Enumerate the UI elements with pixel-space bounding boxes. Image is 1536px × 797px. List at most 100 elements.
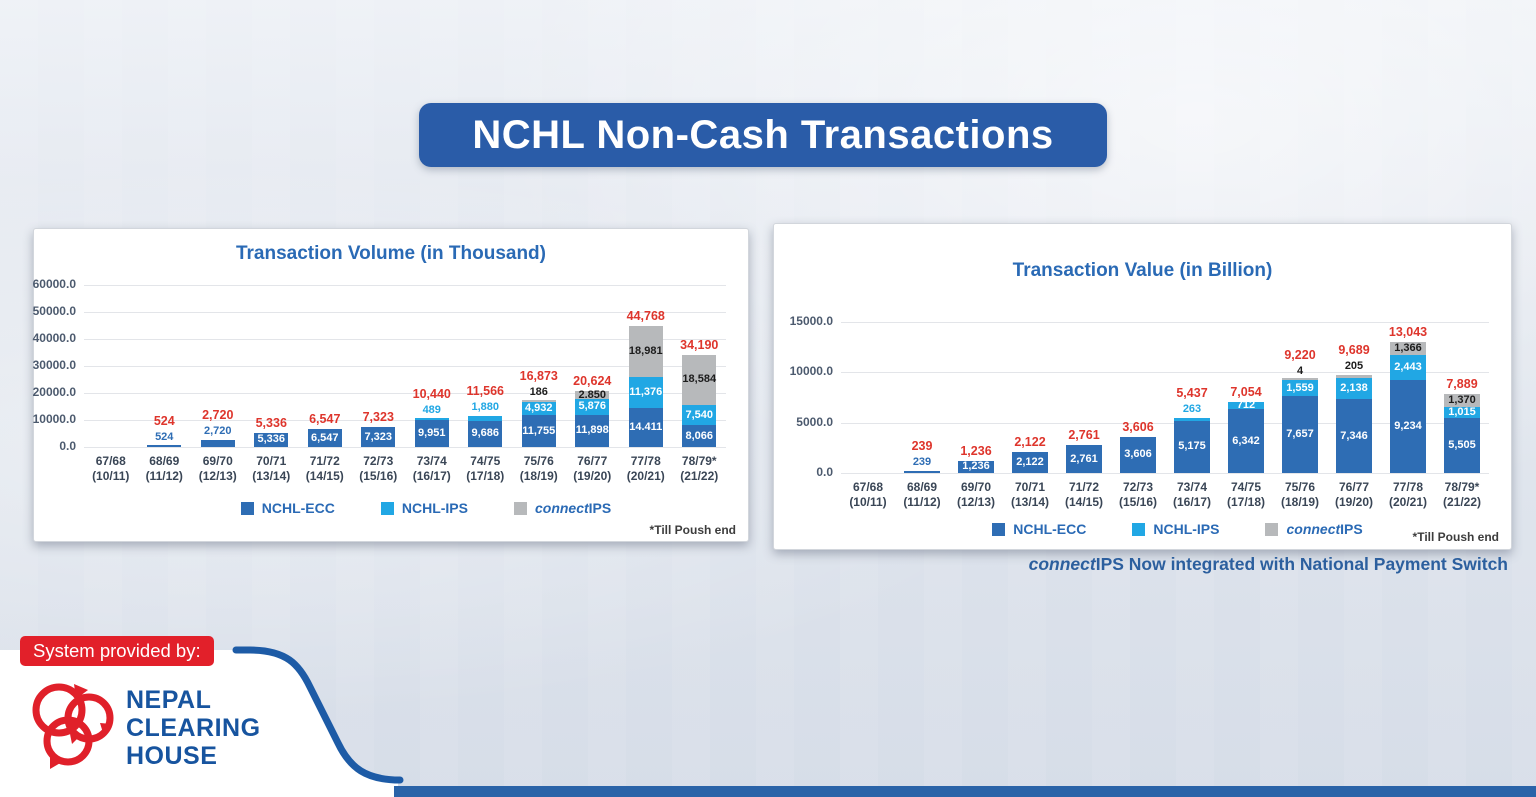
- bar-segment: [1282, 395, 1318, 473]
- bar-value-label: 4,932: [524, 402, 553, 415]
- bar-segment: [1012, 451, 1048, 473]
- legend-swatch: [1265, 522, 1279, 536]
- bar-total-label: 5,437: [1176, 386, 1208, 401]
- connectips-caption-italic: connect: [1028, 554, 1096, 574]
- bar-value-label: 11,376: [629, 386, 663, 399]
- connectips-caption: connectIPS Now integrated with National …: [1029, 554, 1508, 575]
- x-tick-label: 68/69 (11/12): [145, 454, 183, 483]
- bar-total-label: 6,547: [309, 412, 341, 427]
- grid-line: [84, 285, 726, 286]
- bar-segment: [1390, 355, 1426, 381]
- bar-value-label: 6,547: [310, 431, 339, 444]
- x-tick-label: 73/74 (16/17): [1172, 480, 1212, 509]
- bar-total-label: 5,336: [255, 415, 287, 430]
- bar-segment: [1444, 407, 1480, 418]
- bar-segment: [628, 408, 663, 447]
- legend-item: NCHL-ECC: [240, 500, 335, 516]
- legend-swatch: [992, 522, 1006, 536]
- value-chart-plot: 0.0 5000.0 10000.0 15000.0 67/68 (10/11) 68/69…: [774, 224, 1511, 549]
- bar-segment: [682, 354, 717, 405]
- y-tick-label: 30000.0: [32, 358, 76, 372]
- x-tick-label: 72/73 (15/16): [1118, 480, 1158, 509]
- bar-segment: [1336, 375, 1372, 378]
- bar-value-label: 5,505: [1448, 438, 1476, 451]
- bar-value-label: 2,138: [1340, 381, 1368, 394]
- volume-chart-footnote: *Till Poush end: [649, 523, 736, 537]
- y-tick-label: 50000.0: [32, 304, 76, 318]
- bar-segment: [682, 425, 717, 447]
- volume-chart-legend: NCHL-ECC NCHL-IPS connect IPS: [104, 500, 748, 516]
- bar-segment: [1120, 436, 1156, 473]
- bar-segment: [521, 415, 556, 447]
- x-tick-label: 77/78 (20/21): [626, 454, 665, 483]
- bar-total-label: 2,761: [1068, 428, 1100, 443]
- bar-segment: [1444, 393, 1480, 408]
- bar-value-label: 524: [155, 430, 174, 443]
- bar-value-label: 4: [1296, 365, 1304, 378]
- grid-line: [841, 322, 1489, 323]
- bar-total-label: 44,768: [626, 309, 665, 324]
- nchl-org-line1: NEPAL: [126, 686, 212, 714]
- bar-segment: [904, 470, 940, 473]
- bar-total-label: 13,043: [1388, 324, 1428, 339]
- y-tick-label: 60000.0: [32, 277, 76, 291]
- bar-value-label: 9,686: [471, 427, 500, 440]
- bar-total-label: 1,236: [960, 443, 992, 458]
- y-tick-label: 20000.0: [32, 385, 76, 399]
- value-chart-legend: NCHL-ECC NCHL-IPS connect IPS: [844, 521, 1511, 537]
- x-tick-label: 76/77 (19/20): [1334, 480, 1374, 509]
- bar-value-label: 186: [529, 386, 548, 399]
- x-tick-label: 75/76 (18/19): [1280, 480, 1320, 509]
- bar-segment: [575, 414, 610, 447]
- x-tick-label: 74/75 (17/18): [466, 454, 505, 483]
- grid-line: [841, 473, 1489, 474]
- volume-chart-plot: 0.0 10000.0 20000.0 30000.0 40000.0 50000.0 60…: [33, 229, 748, 541]
- bar-segment: [254, 432, 289, 447]
- bar-value-label: 2,720: [203, 424, 232, 437]
- bar-value-label: 5,876: [578, 400, 607, 413]
- legend-item: NCHL-IPS: [380, 500, 468, 516]
- bar-total-label: 239: [911, 438, 933, 453]
- bar-value-label: 489: [422, 403, 441, 416]
- bar-value-label: 1,370: [1448, 393, 1476, 406]
- grid-line: [84, 393, 726, 394]
- bar-value-label: 239: [912, 455, 932, 468]
- bar-segment: [1282, 380, 1318, 396]
- bar-segment: [958, 460, 994, 473]
- bar-value-label: 7,657: [1286, 427, 1314, 440]
- bar-segment: [575, 391, 610, 399]
- x-tick-label: 72/73 (15/16): [359, 454, 398, 483]
- footer-curve-line: [232, 646, 404, 784]
- legend-swatch: [1132, 522, 1146, 536]
- bar-segment: [361, 427, 396, 447]
- bar-total-label: 9,689: [1338, 343, 1370, 358]
- bar-segment: [1390, 341, 1426, 356]
- grid-line: [841, 422, 1489, 424]
- bar-segment: [575, 399, 610, 415]
- connectips-caption-rest: IPS Now integrated with National Payment…: [1095, 554, 1508, 574]
- y-tick-label: 40000.0: [32, 331, 76, 345]
- nchl-org-line2: CLEARING: [126, 714, 261, 742]
- x-tick-label: 69/70 (12/13): [198, 454, 237, 483]
- bar-value-label: 3,606: [1124, 448, 1152, 461]
- bar-total-label: 2,720: [202, 407, 234, 422]
- bar-segment: [1390, 380, 1426, 473]
- bar-segment: [307, 429, 342, 447]
- bar-segment: [628, 326, 663, 378]
- x-tick-label: 77/78 (20/21): [1388, 480, 1428, 509]
- x-tick-label: 73/74 (16/17): [412, 454, 451, 483]
- bar-segment: [1336, 399, 1372, 473]
- bar-segment: [1282, 378, 1318, 381]
- bar-segment: [521, 401, 556, 416]
- bar-total-label: 7,054: [1230, 384, 1262, 399]
- bar-value-label: 9,951: [417, 427, 446, 440]
- bar-value-label: 9,234: [1394, 420, 1422, 433]
- bar-segment: [414, 420, 449, 447]
- volume-chart-card: Transaction Volume (in Thousand) 0.0 1000…: [33, 228, 749, 542]
- x-tick-label: 69/70 (12/13): [956, 480, 996, 509]
- legend-swatch: [240, 501, 254, 515]
- bar-value-label: 1,236: [962, 460, 990, 473]
- legend-item: NCHL-ECC: [992, 521, 1086, 537]
- x-tick-label: 71/72 (14/15): [305, 454, 344, 483]
- bar-value-label: 2.850: [578, 388, 607, 401]
